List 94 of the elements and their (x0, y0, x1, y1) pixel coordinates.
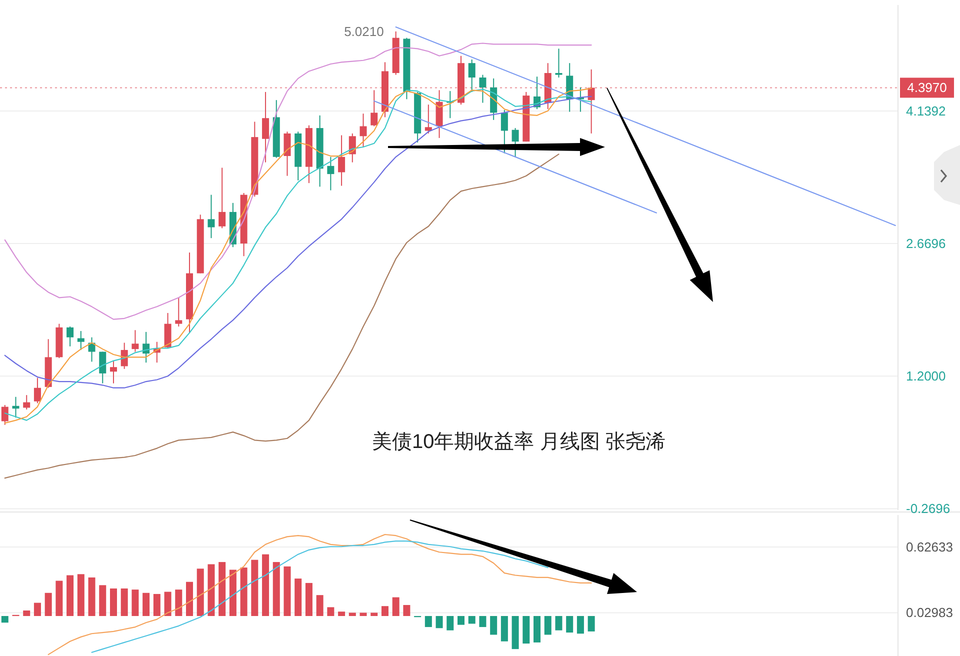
candlestick (34, 377, 41, 404)
bar (120, 588, 128, 616)
candlestick (77, 330, 84, 350)
bar (164, 592, 172, 616)
candlestick (360, 113, 367, 148)
candlestick (327, 156, 334, 191)
bar (576, 616, 584, 634)
bar (132, 590, 139, 616)
bar (392, 597, 400, 616)
bar (218, 562, 226, 616)
candlestick (175, 297, 182, 328)
bar (316, 595, 324, 616)
candlestick (555, 48, 562, 78)
bar (44, 592, 52, 616)
candlestick (479, 74, 486, 104)
bar (327, 607, 334, 616)
candlestick (66, 326, 74, 347)
candlestick (1, 404, 8, 426)
bar (294, 578, 302, 616)
y-tick-label: 4.1392 (906, 103, 946, 118)
line-series (4, 42, 592, 320)
bar (490, 616, 498, 635)
bar (110, 588, 117, 616)
candlestick (370, 90, 378, 127)
bar (1, 616, 8, 623)
bar (240, 568, 248, 616)
ref-line-label: 4.3970 (907, 80, 947, 96)
bar (56, 580, 63, 616)
y-tick-label: 0.62633 (906, 540, 953, 555)
bar (208, 564, 215, 616)
bar (544, 616, 552, 635)
bar (360, 612, 367, 616)
bar (262, 554, 270, 616)
candlestick (284, 131, 291, 176)
bar (348, 612, 356, 616)
bar (436, 616, 443, 628)
bar (566, 616, 574, 633)
bar (77, 574, 84, 616)
candlestick (500, 110, 508, 154)
y-tick-label: 1.2000 (906, 368, 946, 384)
candlestick (588, 68, 595, 134)
bar (534, 616, 541, 642)
bar (186, 582, 194, 616)
bar (500, 616, 508, 642)
candlestick (12, 396, 20, 418)
bar (468, 616, 476, 624)
bar (99, 585, 106, 616)
bar (142, 592, 150, 616)
bar (196, 568, 204, 616)
candlestick (164, 312, 172, 349)
bar (479, 616, 486, 628)
candlestick (424, 104, 432, 134)
candlestick (468, 58, 476, 92)
candlestick (132, 330, 139, 352)
candlestick (218, 167, 226, 229)
bar (512, 616, 519, 650)
bar (458, 616, 464, 625)
line-series (91, 540, 548, 653)
bar (34, 602, 41, 616)
candlestick (512, 128, 519, 158)
bar (370, 612, 378, 616)
candlestick (262, 91, 270, 163)
bar (251, 560, 258, 616)
bar (272, 562, 280, 616)
bar (588, 616, 595, 632)
candlestick (88, 336, 96, 362)
line-series (48, 534, 592, 656)
candlestick (110, 360, 117, 384)
bar (175, 590, 182, 616)
y-tick-label: 0.02983 (906, 605, 953, 620)
bar (446, 616, 454, 630)
candlestick (23, 394, 30, 410)
annotation: 美债10年期收益率 月线图 张尧浠 (372, 430, 666, 453)
bar (23, 610, 30, 616)
bar (153, 594, 160, 616)
bar (338, 612, 346, 616)
bar (424, 616, 432, 628)
line-series (4, 154, 560, 479)
bar (305, 582, 312, 616)
candlestick (99, 351, 106, 384)
bar (284, 566, 291, 616)
bar (229, 570, 236, 616)
y-tick-label: 2.6696 (906, 236, 946, 252)
bar (88, 577, 96, 616)
annotation: 5.0210 (344, 24, 384, 39)
bar (403, 605, 410, 616)
bar (66, 575, 74, 616)
y-tick-label: -0.2696 (906, 501, 950, 516)
bar (381, 606, 388, 616)
candlestick (338, 134, 346, 186)
bar (555, 616, 562, 630)
bar (522, 616, 530, 644)
candlestick (142, 331, 150, 364)
candlestick (208, 194, 215, 239)
